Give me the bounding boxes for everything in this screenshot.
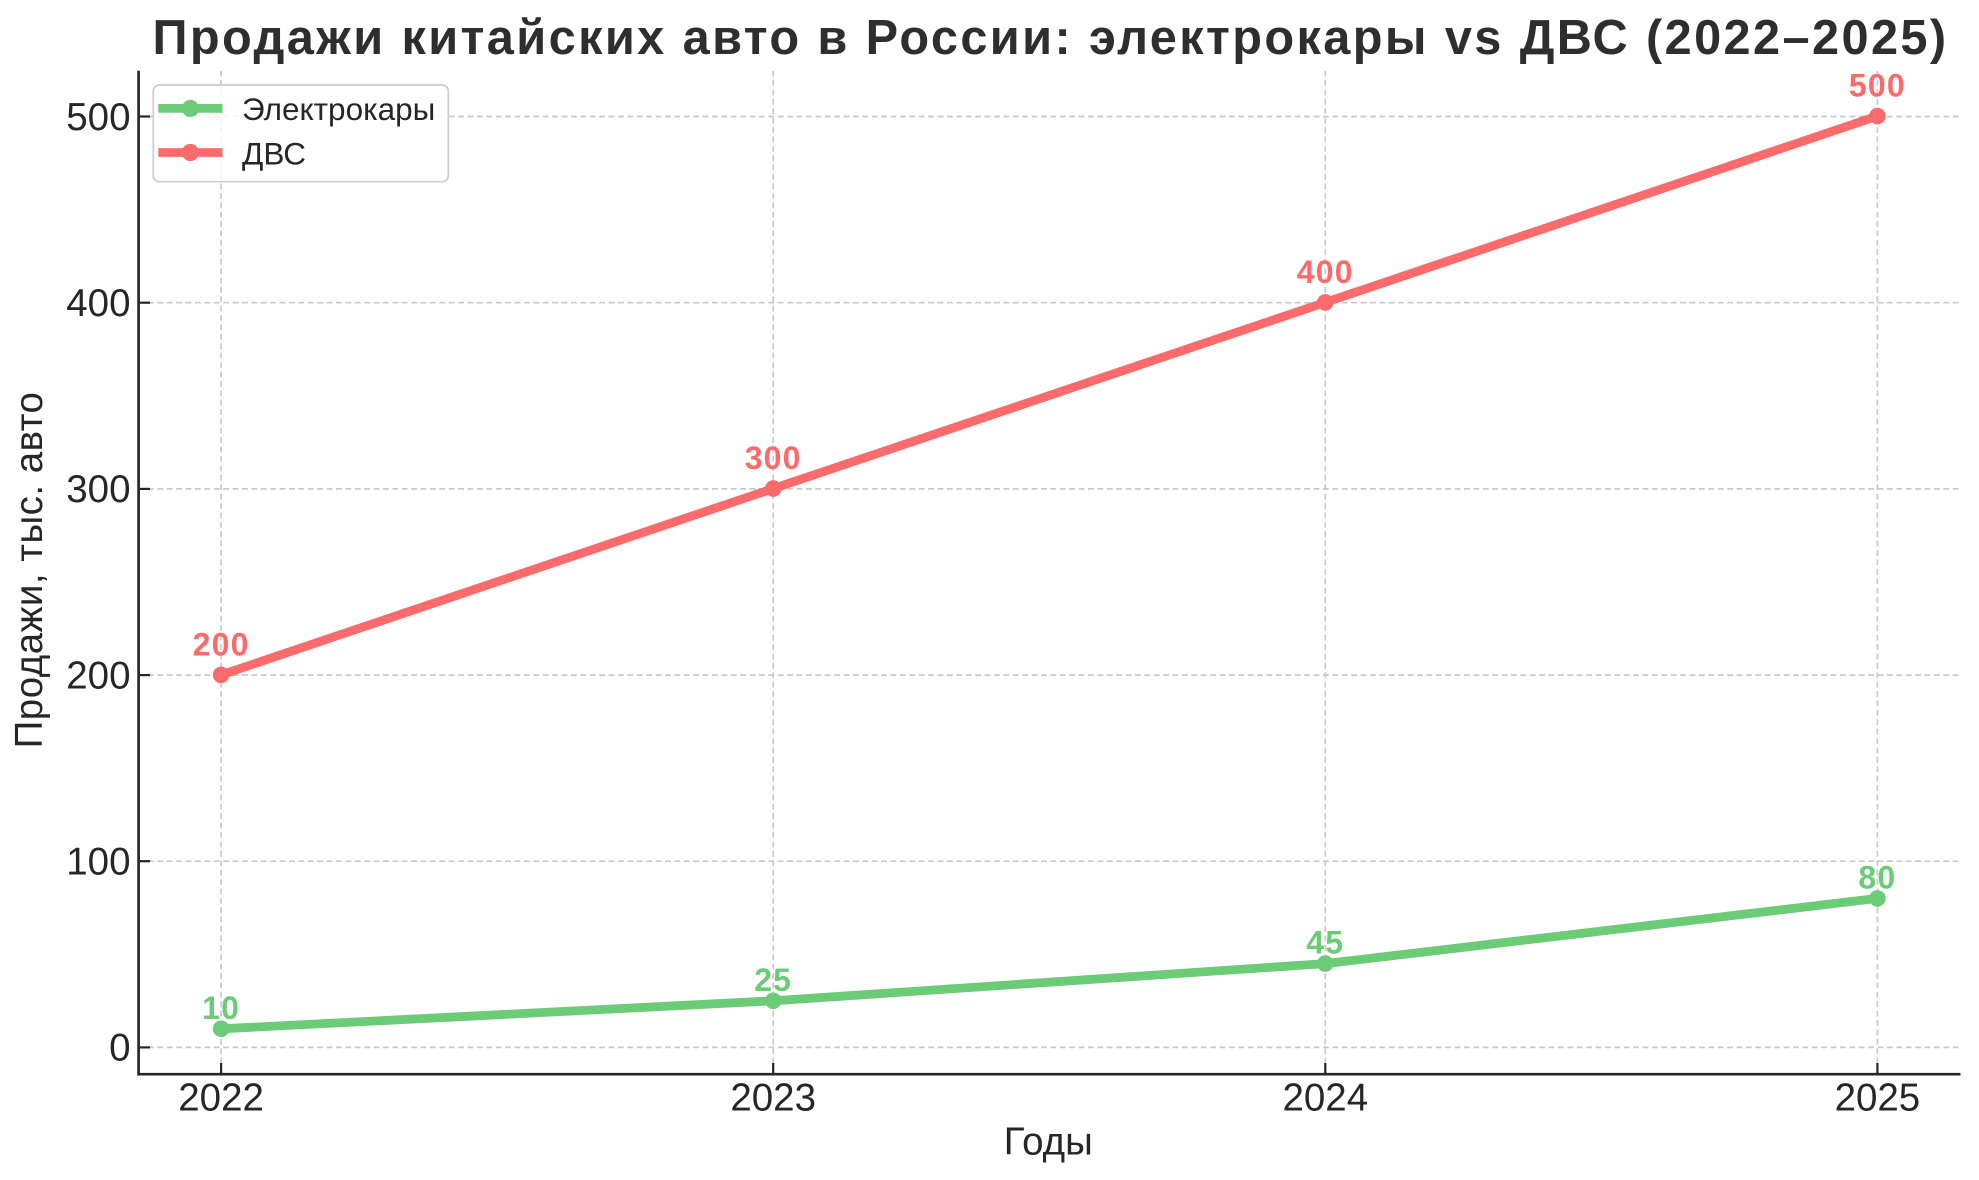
svg-text:Годы: Годы	[1004, 1120, 1093, 1163]
svg-text:500: 500	[66, 96, 130, 139]
svg-text:300: 300	[745, 440, 802, 476]
svg-text:300: 300	[66, 468, 130, 511]
svg-text:2025: 2025	[1835, 1076, 1921, 1119]
svg-text:ДВС: ДВС	[242, 135, 306, 171]
svg-text:2022: 2022	[178, 1076, 264, 1119]
svg-text:500: 500	[1849, 68, 1906, 104]
svg-text:10: 10	[202, 990, 240, 1026]
svg-text:100: 100	[66, 841, 130, 884]
svg-text:0: 0	[109, 1027, 130, 1070]
svg-text:Электрокары: Электрокары	[242, 91, 435, 127]
svg-text:2023: 2023	[730, 1076, 816, 1119]
svg-text:400: 400	[66, 282, 130, 325]
svg-text:Продажи, тыс. авто: Продажи, тыс. авто	[8, 392, 51, 749]
svg-text:45: 45	[1306, 925, 1344, 961]
svg-text:200: 200	[66, 654, 130, 697]
svg-text:2024: 2024	[1282, 1076, 1368, 1119]
svg-text:200: 200	[193, 626, 250, 662]
svg-text:400: 400	[1297, 254, 1354, 290]
svg-text:Продажи китайских авто в Росси: Продажи китайских авто в России: электро…	[152, 11, 1948, 65]
svg-text:80: 80	[1858, 859, 1896, 895]
svg-text:25: 25	[754, 962, 792, 998]
